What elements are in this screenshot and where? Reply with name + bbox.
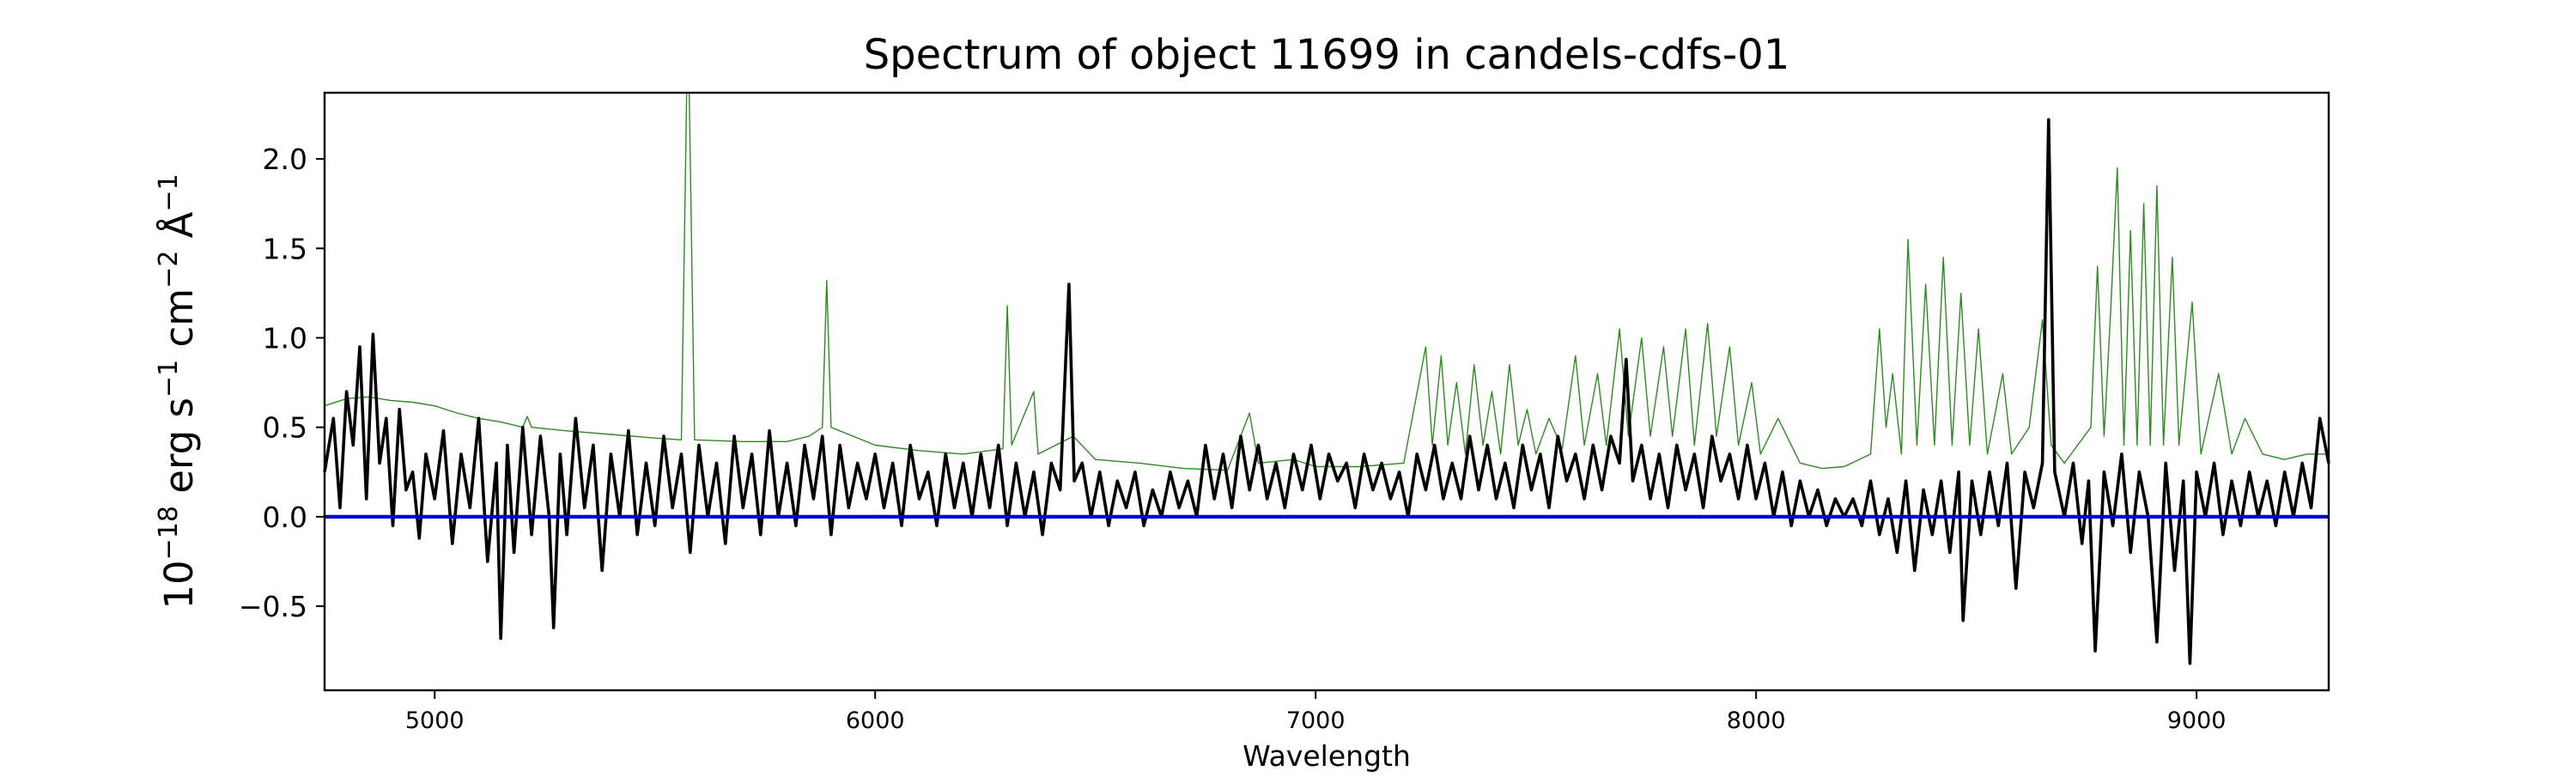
series-layer bbox=[323, 92, 2330, 665]
y-tick-label: 1.5 bbox=[263, 232, 307, 265]
y-label-unit-cm-exp: −2 bbox=[154, 251, 184, 288]
y-label-unit-angstrom: Å bbox=[156, 211, 202, 250]
y-axis-label: 10−18 erg s−1 cm−2 Å−1 bbox=[154, 173, 202, 609]
y-label-unit-cm: cm bbox=[156, 288, 202, 360]
chart-title: Spectrum of object 11699 in candels-cdfs… bbox=[864, 31, 1790, 79]
y-tick-label: 2.0 bbox=[263, 143, 307, 176]
y-tick-label: −0.5 bbox=[239, 590, 307, 623]
y-label-prefix: 10 bbox=[156, 560, 202, 609]
x-tick-label: 9000 bbox=[2167, 707, 2227, 734]
flux-series-line bbox=[323, 118, 2330, 665]
y-label-unit-erg-s: erg s bbox=[156, 398, 202, 506]
axes-frame bbox=[323, 91, 2330, 692]
y-tick-label: 0.0 bbox=[263, 501, 307, 534]
error-series-line bbox=[324, 92, 2329, 471]
y-label-unit-erg-s-exp: −1 bbox=[154, 360, 184, 398]
y-axis: −0.5 0.0 0.5 1.0 1.5 2.0 bbox=[239, 143, 325, 623]
x-axis: 5000 6000 7000 8000 9000 bbox=[405, 690, 2227, 734]
x-tick-label: 7000 bbox=[1286, 707, 1346, 734]
y-tick-label: 0.5 bbox=[263, 411, 307, 445]
x-tick-label: 8000 bbox=[1727, 707, 1786, 734]
y-label-unit-angstrom-exp: −1 bbox=[154, 173, 184, 211]
x-tick-label: 5000 bbox=[405, 707, 465, 734]
y-label-prefix-exp: −18 bbox=[154, 506, 184, 560]
x-tick-label: 6000 bbox=[846, 707, 905, 734]
x-axis-label: Wavelength bbox=[1242, 739, 1411, 773]
y-tick-label: 1.0 bbox=[263, 321, 307, 355]
